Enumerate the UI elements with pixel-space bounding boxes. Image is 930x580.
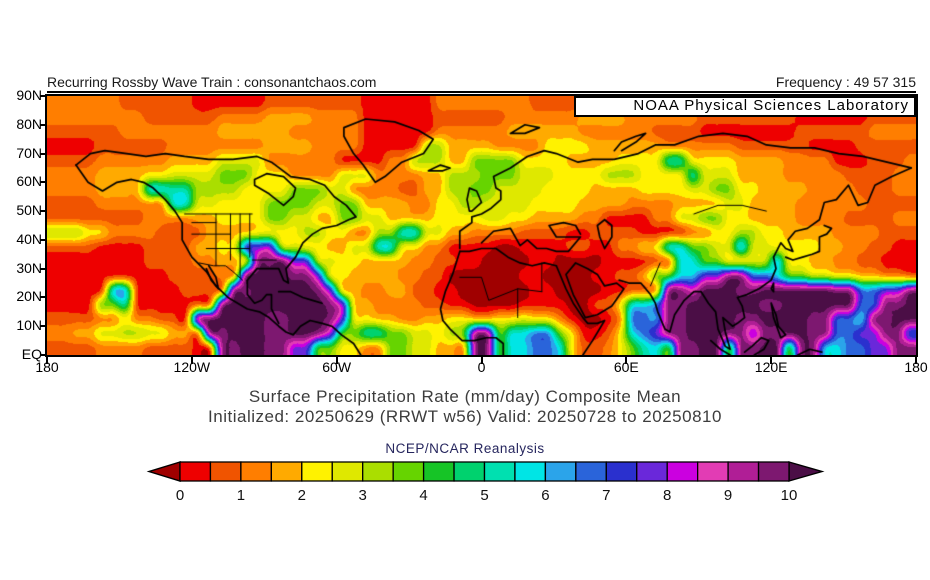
colorbar-label: 2 [298,487,306,504]
colorbar-segment [270,461,303,482]
plot-caption-valid-range: Initialized: 20250629 (RRWT w56) Valid: … [208,407,722,426]
x-tick-mark [46,357,48,364]
colorbar-label: 0 [176,487,184,504]
y-tick-label: 20N [16,288,42,305]
colorbar-label: 5 [480,487,488,504]
x-tick-label: 180 [904,359,928,375]
x-tick-label: 0 [477,359,486,375]
x-tick-mark [625,357,628,364]
x-tick-mark [770,357,773,364]
x-tick-label: 120W [173,359,211,375]
y-tick-mark [40,95,47,97]
colorbar-segment [727,461,760,482]
colorbar-segment [544,461,577,482]
y-tick-label: EQ [21,346,42,362]
y-tick-label: 50N [16,202,42,219]
y-tick-mark [40,354,47,356]
x-tick-label: 60E [613,359,639,375]
colorbar-segment [514,461,547,482]
colorbar-segment [666,461,699,482]
colorbar-segment [605,461,638,482]
x-tick-mark [335,357,338,364]
y-tick-label: 80N [16,115,42,132]
colorbar-label: 4 [419,487,427,504]
x-tick-mark [915,357,917,364]
colorbar-segment [362,461,394,482]
y-tick-label: 70N [16,144,42,161]
colorbar-segment [422,461,455,482]
colorbar-segment [392,461,425,482]
colorbar-label: 7 [602,487,610,504]
colorbar-segment [209,461,242,482]
y-tick-mark [40,267,47,270]
y-tick-label: 40N [16,230,42,247]
noaa-credit-box: NOAA Physical Sciences Laboratory [574,96,916,117]
x-tick-label: 180 [35,359,59,375]
plot-title-left: Recurring Rossby Wave Train : consonantc… [47,74,377,90]
precipitation-colorbar: 0 1 2 3 4 5 6 7 8 9 10 [146,461,825,504]
colorbar-label: 8 [663,487,671,504]
y-tick-mark [40,152,47,155]
colorbar-segment [697,461,729,482]
y-tick-label: 60N [16,173,42,190]
colorbar-label: 9 [724,487,732,504]
colorbar-segment [575,461,607,482]
x-tick-label: 120E [754,359,788,375]
colorbar-segment [453,461,486,482]
y-tick-mark [40,296,47,299]
x-tick-label: 60W [322,359,352,375]
data-source-label: NCEP/NCAR Reanalysis [385,441,545,456]
x-tick-mark [190,357,193,364]
y-tick-label: 10N [16,317,42,334]
map-frame [45,94,918,357]
y-tick-mark [40,123,47,126]
colorbar-segment [240,461,273,482]
colorbar-segment [636,461,668,482]
y-tick-label: 90N [16,87,42,103]
colorbar-segment [331,461,364,482]
colorbar-label: 10 [781,487,798,504]
colorbar-left-arrow [146,461,181,482]
y-tick-label: 30N [16,259,42,276]
precipitation-composite-map [47,96,916,355]
colorbar-label: 3 [359,487,367,504]
colorbar-segment [301,461,333,482]
colorbar-right-arrow [788,461,825,482]
colorbar-segment [757,461,790,482]
colorbar-label: 6 [541,487,549,504]
x-tick-mark [480,357,483,364]
header-rule [47,91,916,93]
y-tick-mark [40,181,47,184]
frequency-label: Frequency : 49 57 315 [775,74,916,90]
colorbar-label: 1 [237,487,245,504]
plot-caption-title: Surface Precipitation Rate (mm/day) Comp… [248,387,682,406]
colorbar-segment [483,461,516,482]
y-tick-mark [40,210,47,213]
y-tick-mark [40,325,47,328]
colorbar-segment [179,461,212,482]
y-tick-mark [40,238,47,241]
